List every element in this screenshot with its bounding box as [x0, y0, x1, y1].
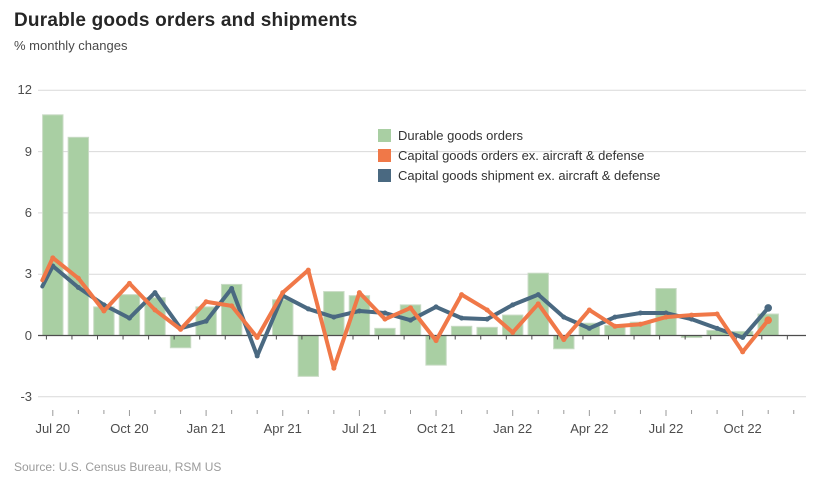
- y-axis-label: 12: [17, 82, 32, 98]
- shipments-point-Jun 22: [637, 310, 643, 316]
- y-axis-label: -3: [20, 388, 32, 404]
- orders-point-Jan 22: [510, 329, 516, 335]
- shipments-point-Oct 21: [433, 304, 439, 310]
- shipments-point-Sep 22: [714, 325, 720, 331]
- orders-point-Aug 20: [75, 275, 81, 281]
- shipments-point-May 22: [612, 314, 618, 320]
- bar-Nov 21: [450, 325, 473, 336]
- shipments-point-Aug 20: [75, 284, 81, 290]
- bar-Aug 20: [67, 136, 90, 336]
- orders-point-May 22: [612, 323, 618, 329]
- x-axis-label: Jul 21: [342, 421, 377, 436]
- orders-point-Oct 22: [740, 349, 746, 355]
- orders-point-Jul 20: [50, 255, 56, 261]
- orders-point-Nov 22: [764, 316, 772, 324]
- source-note: Source: U.S. Census Bureau, RSM US: [14, 460, 222, 474]
- orders-point-Oct 20: [126, 280, 132, 286]
- orders-point-Sep 22: [714, 311, 720, 317]
- orders-point-Dec 20: [178, 326, 184, 332]
- orders-point-Jan 21: [203, 299, 209, 305]
- shipments-line: [40, 264, 771, 358]
- orders-point-Mar 21: [254, 335, 260, 341]
- legend-swatch-orders-line: [378, 149, 391, 162]
- x-axis-label: Oct 20: [110, 421, 149, 436]
- x-axis-label: Jan 22: [493, 421, 533, 436]
- orders-point-Oct 21: [433, 338, 439, 344]
- shipments-point-Nov 21: [459, 315, 465, 321]
- orders-point-Aug 21: [382, 316, 388, 322]
- legend-label: Durable goods orders: [398, 128, 524, 143]
- y-axis-label: 3: [24, 266, 32, 282]
- orders-point-Apr 21: [280, 290, 286, 296]
- orders-point-Jun 22: [637, 321, 643, 327]
- shipments-point-Feb 22: [535, 292, 541, 298]
- shipments-point-Mar 21: [254, 353, 260, 359]
- orders-point-Feb 21: [229, 303, 235, 309]
- shipments-point-May 21: [305, 306, 311, 312]
- shipments-point-Oct 22: [740, 335, 746, 341]
- shipments-point-Aug 22: [689, 316, 695, 322]
- orders-point-Aug 22: [689, 312, 695, 318]
- x-axis-label: Oct 21: [416, 421, 456, 436]
- y-axis-label: 6: [24, 204, 32, 220]
- orders-point-Jun 21: [331, 365, 337, 371]
- shipments-point-Oct 20: [126, 315, 132, 321]
- shipments-point-Feb 21: [229, 286, 235, 292]
- shipments-point-Dec 21: [484, 316, 490, 322]
- orders-point-Feb 22: [535, 301, 541, 307]
- shipments-point-Jul 21: [356, 308, 362, 314]
- x-axis-label: Apr 21: [263, 421, 302, 436]
- orders-point-Jul 21: [356, 290, 362, 296]
- bar-Dec 21: [476, 326, 498, 337]
- legend-item-capital-goods-orders: Capital goods orders ex. aircraft & defe…: [378, 146, 660, 165]
- shipments-point-Jan 22: [510, 302, 516, 308]
- shipments-point-Sep 21: [408, 317, 413, 323]
- orders-point-Jul 22: [663, 314, 669, 320]
- bar-May 21: [297, 335, 320, 377]
- shipments-point-Jun 21: [331, 314, 337, 320]
- shipments-point-Jan 21: [203, 318, 209, 324]
- orders-point-Mar 22: [561, 337, 567, 343]
- orders-point-Nov 20: [152, 307, 158, 313]
- shipments-point-Apr 22: [586, 325, 592, 331]
- bar-Aug 21: [374, 327, 396, 336]
- orders-point-Sep 20: [101, 308, 107, 314]
- chart-subtitle: % monthly changes: [14, 38, 128, 53]
- x-axis-label: Jan 21: [186, 421, 226, 436]
- legend-label: Capital goods orders ex. aircraft & defe…: [398, 148, 645, 163]
- chart-title: Durable goods orders and shipments: [14, 10, 358, 31]
- legend-item-capital-goods-shipments: Capital goods shipment ex. aircraft & de…: [378, 166, 660, 185]
- legend-swatch-shipments-line: [378, 169, 391, 182]
- orders-point-Apr 22: [586, 307, 592, 313]
- legend: Durable goods orders Capital goods order…: [378, 126, 660, 186]
- orders-point-Sep 21: [408, 305, 413, 311]
- shipments-point-Nov 20: [152, 290, 158, 296]
- shipments-point-Mar 22: [561, 314, 567, 320]
- x-axis-label: Jul 22: [648, 421, 684, 436]
- x-axis-label: Jul 20: [35, 421, 71, 436]
- x-axis-label: Apr 22: [570, 421, 609, 436]
- orders-point-May 21: [305, 267, 311, 273]
- y-axis-label: 0: [24, 327, 32, 343]
- shipments-point-Aug 21: [382, 310, 388, 316]
- orders-point-Dec 21: [484, 307, 490, 313]
- shipments-point-Nov 22: [764, 304, 772, 312]
- shipments-point-Jul 22: [663, 310, 669, 316]
- x-axis-label: Oct 22: [723, 421, 762, 436]
- orders-point-Nov 21: [459, 292, 465, 298]
- y-axis-label: 9: [24, 143, 32, 159]
- bar-Dec 20: [169, 335, 192, 349]
- orders-line: [40, 255, 771, 371]
- legend-item-durable-goods-orders: Durable goods orders: [378, 126, 660, 145]
- legend-swatch-bar: [378, 129, 391, 142]
- shipments-point-Sep 20: [101, 302, 107, 308]
- bar-Jul 20: [42, 114, 64, 337]
- legend-label: Capital goods shipment ex. aircraft & de…: [398, 168, 661, 183]
